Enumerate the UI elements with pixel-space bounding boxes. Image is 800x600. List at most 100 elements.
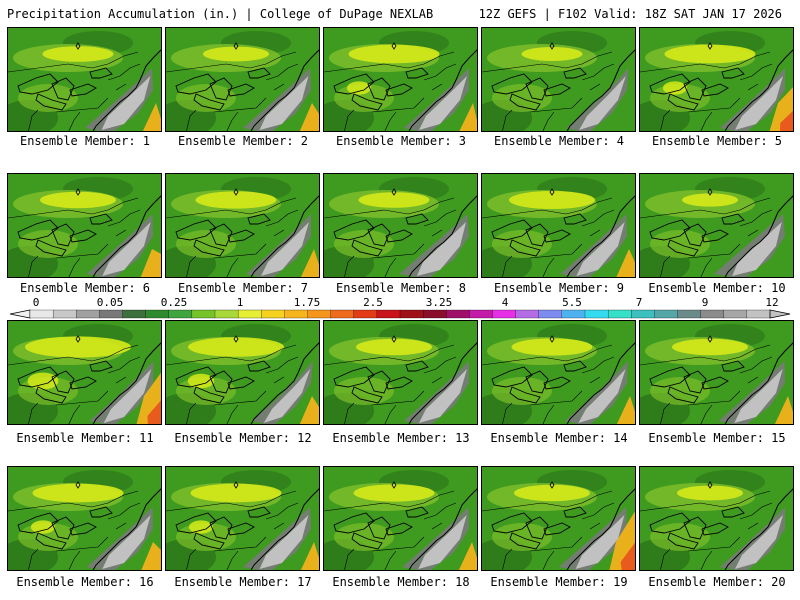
colorbar-swatch — [122, 309, 147, 319]
member-label: Ensemble Member: 12 — [174, 431, 312, 445]
colorbar-swatch — [654, 309, 678, 319]
colorbar-swatch — [145, 309, 170, 319]
precip-map — [8, 174, 161, 277]
colorbar-swatch — [353, 309, 378, 319]
colorbar-tick-label: 5.5 — [562, 296, 582, 309]
colorbar-swatch — [29, 309, 54, 319]
color-scale-bar: 0 0.05 0.25 1 1.75 2.5 3.25 4 5.5 7 9 12 — [9, 296, 791, 319]
colorbar-swatch — [538, 309, 563, 319]
precip-map — [166, 321, 319, 424]
colorbar-swatch — [584, 309, 609, 319]
colorbar-swatch — [330, 309, 355, 319]
precip-map — [482, 28, 635, 131]
ensemble-map-panel — [323, 27, 478, 132]
member-label: Ensemble Member: 18 — [332, 575, 470, 589]
member-label: Ensemble Member: 16 — [16, 575, 154, 589]
ensemble-map-panel — [7, 320, 162, 425]
precip-map — [482, 174, 635, 277]
colorbar-swatch — [446, 309, 470, 319]
ensemble-map-panel — [481, 466, 636, 571]
colorbar-tick-label: 0.25 — [161, 296, 188, 309]
colorbar-swatch — [284, 309, 308, 319]
colorbar-swatch — [399, 309, 424, 319]
chart-title: Precipitation Accumulation (in.) | Colle… — [7, 7, 434, 21]
member-label: Ensemble Member: 9 — [493, 281, 625, 295]
precip-map — [640, 28, 793, 131]
ensemble-map-panel — [639, 27, 794, 132]
colorbar-tick-label: 1.75 — [294, 296, 321, 309]
colorbar-swatch — [422, 309, 447, 319]
ensemble-map-panel — [323, 466, 478, 571]
colorbar-swatch — [76, 309, 100, 319]
colorbar-swatch — [237, 309, 262, 319]
member-label: Ensemble Member: 2 — [177, 134, 309, 148]
precip-map — [8, 321, 161, 424]
member-label: Ensemble Member: 5 — [651, 134, 783, 148]
colorbar-swatch — [631, 309, 655, 319]
precip-map — [324, 28, 477, 131]
precip-map — [166, 174, 319, 277]
colorbar-swatch — [515, 309, 540, 319]
ensemble-map-panel — [481, 173, 636, 278]
colorbar-tick-label: 12 — [765, 296, 778, 309]
member-label: Ensemble Member: 4 — [493, 134, 625, 148]
colorbar-swatch — [168, 309, 193, 319]
ensemble-map-panel — [165, 320, 320, 425]
colorbar-swatch — [261, 309, 285, 319]
member-label: Ensemble Member: 8 — [335, 281, 467, 295]
precip-map — [166, 467, 319, 570]
ensemble-map-panel — [165, 27, 320, 132]
member-label: Ensemble Member: 11 — [16, 431, 154, 445]
ensemble-map-panel — [323, 173, 478, 278]
ensemble-map-panel — [165, 173, 320, 278]
member-label: Ensemble Member: 3 — [335, 134, 467, 148]
precip-map — [8, 467, 161, 570]
colorbar-swatch — [376, 309, 401, 319]
valid-time-label: 12Z GEFS | F102 Valid: 18Z SAT JAN 17 20… — [478, 7, 782, 21]
ensemble-map-panel — [323, 320, 478, 425]
ensemble-map-panel — [481, 320, 636, 425]
ensemble-map-panel — [639, 466, 794, 571]
precip-map — [640, 174, 793, 277]
ensemble-map-panel — [639, 173, 794, 278]
colorbar-swatch — [700, 309, 725, 319]
member-label: Ensemble Member: 13 — [332, 431, 470, 445]
member-label: Ensemble Member: 1 — [19, 134, 151, 148]
colorbar-tick-label: 4 — [502, 296, 509, 309]
ensemble-map-panel — [165, 466, 320, 571]
precip-map — [640, 321, 793, 424]
colorbar-swatch — [307, 309, 332, 319]
colorbar-tick-label: 3.25 — [426, 296, 453, 309]
colorbar-tick-label: 0.05 — [97, 296, 124, 309]
precip-map — [324, 467, 477, 570]
ensemble-map-panel — [7, 173, 162, 278]
colorbar-swatch — [607, 309, 632, 319]
member-label: Ensemble Member: 10 — [648, 281, 786, 295]
precip-map — [482, 467, 635, 570]
precip-map — [640, 467, 793, 570]
colorbar-swatch — [746, 309, 771, 319]
colorbar-swatch — [99, 309, 123, 319]
colorbar-tick-label: 0 — [33, 296, 40, 309]
member-label: Ensemble Member: 14 — [490, 431, 628, 445]
colorbar-swatch — [52, 309, 77, 319]
colorbar-swatch — [492, 309, 517, 319]
ensemble-map-panel — [7, 27, 162, 132]
precip-map — [8, 28, 161, 131]
colorbar-tick-label: 1 — [237, 296, 244, 309]
colorbar-swatch — [214, 309, 239, 319]
precip-map — [482, 321, 635, 424]
colorbar-tick-label: 2.5 — [363, 296, 383, 309]
member-label: Ensemble Member: 19 — [490, 575, 628, 589]
precip-map — [166, 28, 319, 131]
member-label: Ensemble Member: 15 — [648, 431, 786, 445]
colorbar-tick-label: 7 — [636, 296, 643, 309]
colorbar-swatch — [561, 309, 586, 319]
ensemble-map-panel — [481, 27, 636, 132]
ensemble-map-panel — [7, 466, 162, 571]
member-label: Ensemble Member: 7 — [177, 281, 309, 295]
colorbar-swatch — [723, 309, 748, 319]
ensemble-map-panel — [639, 320, 794, 425]
member-label: Ensemble Member: 17 — [174, 575, 312, 589]
member-label: Ensemble Member: 6 — [19, 281, 151, 295]
